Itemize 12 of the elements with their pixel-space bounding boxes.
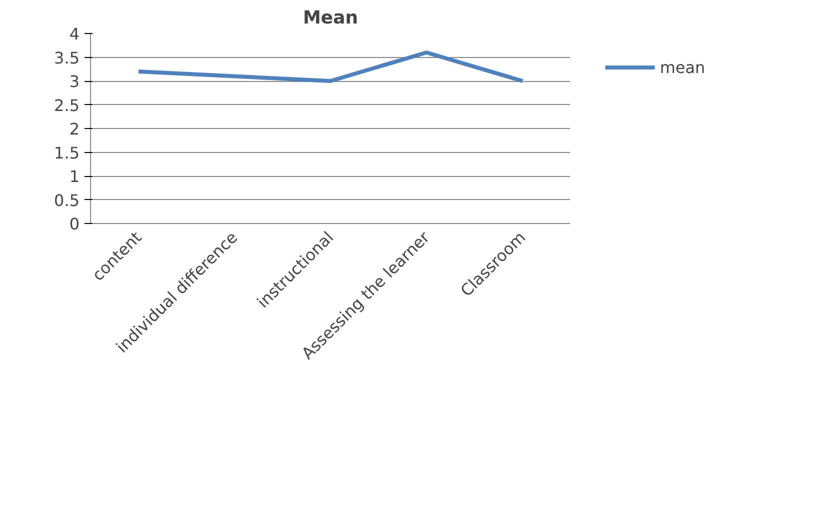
y-tick-label: 3.5 (54, 48, 80, 68)
y-tick-label: 0.5 (54, 190, 80, 210)
y-tick-label: 2 (69, 120, 80, 138)
y-tick-label: 1 (69, 167, 80, 186)
y-tick-label: 1.5 (54, 143, 80, 162)
y-tick-label: 4 (69, 24, 80, 44)
legend-label: mean (660, 58, 706, 76)
y-tick-label: 0 (69, 214, 80, 234)
chart-title: Mean (302, 8, 358, 28)
line-series (136, 50, 524, 83)
y-tick-label: 3 (69, 72, 80, 91)
y-tick-label: 2.5 (54, 96, 80, 115)
